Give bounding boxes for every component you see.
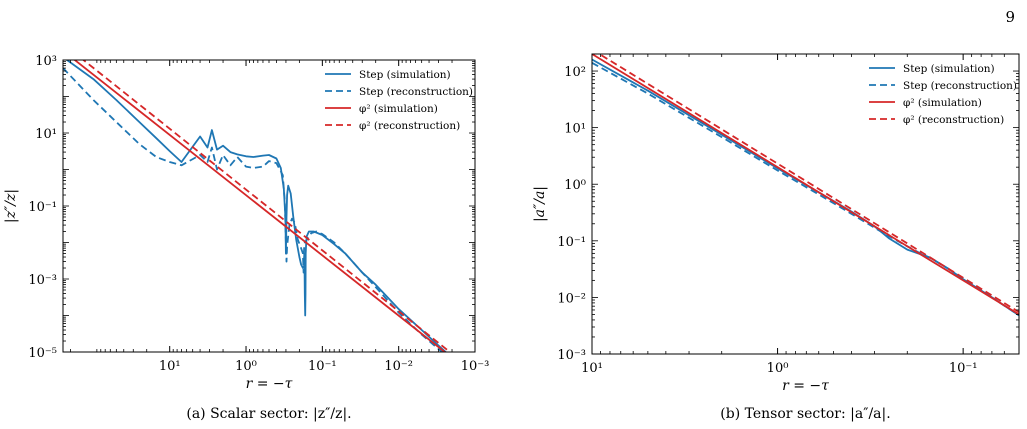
x-tick-label: 10⁻³ xyxy=(461,359,490,374)
y-tick-label: 10³ xyxy=(35,54,57,69)
plot-frame xyxy=(591,53,1020,355)
series-line-4 xyxy=(82,60,452,352)
legend-entry: φ² (simulation) xyxy=(359,103,438,115)
page-number: 9 xyxy=(1005,8,1015,26)
x-axis-label: r = −τ xyxy=(246,376,293,392)
series-line-3 xyxy=(592,54,1019,316)
y-tick-label: 10¹ xyxy=(564,122,586,137)
series-line-4 xyxy=(597,54,1019,313)
y-tick-label: 10⁻³ xyxy=(28,273,57,288)
legend-entry: φ² (reconstruction) xyxy=(359,120,460,132)
x-tick-label: 10⁻¹ xyxy=(308,359,337,374)
y-tick-label: 10⁻³ xyxy=(557,348,586,363)
x-tick-label: 10⁰ xyxy=(235,359,257,374)
x-tick-label: 10⁻¹ xyxy=(949,361,978,376)
series-line-1 xyxy=(65,60,448,352)
legend-entry: φ² (simulation) xyxy=(903,97,982,109)
x-axis-label: r = −τ xyxy=(782,378,829,394)
legend-entry: Step (simulation) xyxy=(359,69,451,81)
series-line-3 xyxy=(73,60,447,352)
y-axis-label: |z″/z| xyxy=(3,189,19,223)
y-tick-label: 10⁻² xyxy=(557,291,586,306)
figure-caption: (b) Tensor sector: |a″/a|. xyxy=(720,406,890,422)
x-tick-label: 10¹ xyxy=(581,361,603,376)
legend-entry: φ² (reconstruction) xyxy=(903,114,1004,126)
x-tick-label: 10¹ xyxy=(159,359,181,374)
y-axis-label: |a″/a| xyxy=(532,186,548,222)
x-tick-label: 10⁻² xyxy=(384,359,413,374)
figure-caption: (a) Scalar sector: |z″/z|. xyxy=(186,406,351,422)
y-tick-label: 10⁻¹ xyxy=(28,200,57,215)
series-line-2 xyxy=(63,67,444,352)
legend-entry: Step (reconstruction) xyxy=(903,80,1017,92)
legend-entry: Step (simulation) xyxy=(903,63,995,75)
y-tick-label: 10² xyxy=(564,65,586,80)
y-tick-label: 10⁰ xyxy=(564,178,586,193)
chart-panel-2: 10¹ 10⁰ 10⁻¹ 10² 10¹ 10⁰ 10⁻¹ 10⁻² 10⁻³ r = −τ |a″… xyxy=(532,53,1020,422)
chart-panel-1: 10¹ 10⁰ 10⁻¹ 10⁻² 10⁻³ 10³ 10¹ 10⁻¹ 10⁻³ 10⁻⁵ r = … xyxy=(3,54,490,422)
x-tick-label: 10⁰ xyxy=(767,361,789,376)
y-tick-label: 10⁻¹ xyxy=(557,235,586,250)
legend-entry: Step (reconstruction) xyxy=(359,86,473,98)
y-tick-label: 10¹ xyxy=(35,127,57,142)
y-tick-label: 10⁻⁵ xyxy=(28,346,57,361)
